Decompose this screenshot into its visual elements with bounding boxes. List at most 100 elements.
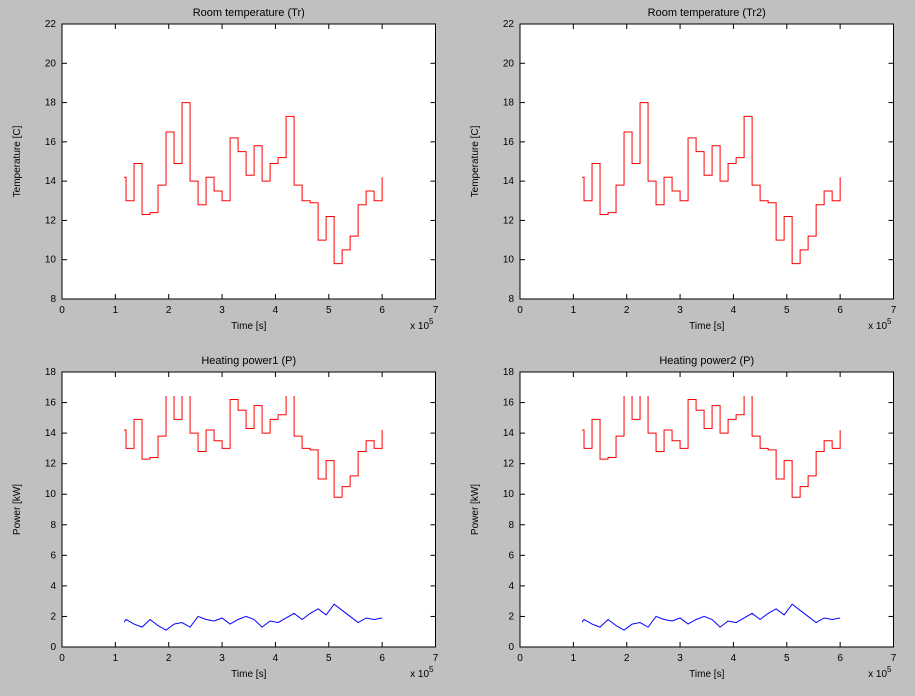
chart-svg: Heating power1 (P)Power [kW]Time [s]0123… [0,348,458,691]
x-tick-label: 7 [433,653,439,664]
y-tick-label: 14 [45,176,57,187]
x-tick-label: 5 [784,305,790,316]
x-tick-label: 7 [890,305,896,316]
y-tick-label: 14 [45,428,57,439]
y-tick-label: 18 [502,367,514,378]
y-tick-label: 6 [50,550,56,561]
x-exponent-sup: 5 [429,317,434,326]
x-tick-label: 0 [517,305,523,316]
y-tick-label: 0 [508,642,514,653]
y-tick-label: 22 [502,19,514,30]
y-tick-label: 16 [502,137,514,148]
x-exponent-sup: 5 [887,665,892,674]
y-tick-label: 12 [502,459,514,470]
x-tick-label: 1 [113,653,119,664]
x-tick-label: 2 [166,653,172,664]
x-tick-label: 5 [326,305,332,316]
x-tick-label: 4 [273,653,279,664]
x-tick-label: 6 [379,305,385,316]
y-tick-label: 12 [45,459,57,470]
x-tick-label: 1 [570,653,576,664]
plot-area [520,24,894,299]
y-axis-label: Temperature [C] [12,125,23,197]
y-tick-label: 10 [502,255,514,266]
plot-area [62,24,436,299]
x-tick-label: 3 [219,653,225,664]
x-tick-label: 7 [890,653,896,664]
x-tick-label: 2 [166,305,172,316]
x-tick-label: 2 [623,305,629,316]
x-exponent: x 105 [868,317,892,332]
y-tick-label: 10 [502,489,514,500]
x-tick-label: 0 [517,653,523,664]
y-tick-label: 16 [45,137,57,148]
x-exponent: x 105 [410,665,434,680]
y-tick-label: 16 [502,398,514,409]
y-axis-label: Temperature [C] [470,125,481,197]
y-tick-label: 8 [50,294,56,305]
x-tick-label: 6 [837,305,843,316]
plot-area [62,372,436,647]
chart-title: Heating power2 (P) [659,355,754,367]
y-tick-label: 20 [45,58,57,69]
x-tick-label: 4 [273,305,279,316]
x-tick-label: 0 [59,653,65,664]
x-tick-label: 7 [433,305,439,316]
x-tick-label: 5 [326,653,332,664]
x-tick-label: 3 [219,305,225,316]
x-tick-label: 3 [677,305,683,316]
x-exponent: x 105 [868,665,892,680]
y-tick-label: 18 [45,98,57,109]
y-axis-label: Power [kW] [470,484,481,535]
y-tick-label: 12 [502,215,514,226]
x-tick-label: 6 [379,653,385,664]
y-tick-label: 0 [50,642,56,653]
x-exponent: x 105 [410,317,434,332]
chart-svg: Room temperature (Tr2) Temperature [C] Tim… [458,0,915,343]
y-tick-label: 6 [508,550,514,561]
y-tick-label: 10 [45,255,57,266]
figure: Room temperature (Tr) Temperature [C] Time… [0,0,915,686]
y-axis-label: Power [kW] [12,484,23,535]
panel-tr: Room temperature (Tr2) Temperature [C] Tim… [458,0,915,348]
x-axis-label: Time [s] [231,669,266,680]
x-tick-label: 6 [837,653,843,664]
y-tick-label: 14 [502,176,514,187]
x-exponent-sup: 5 [887,317,892,326]
chart-title: Room temperature (Tr2) [647,7,765,19]
panel-br: Heating power2 (P)Power [kW]Time [s]0123… [458,348,915,696]
x-tick-label: 4 [730,305,736,316]
subplot-grid: Room temperature (Tr) Temperature [C] Time… [0,0,915,686]
x-tick-label: 5 [784,653,790,664]
y-tick-label: 2 [50,611,56,622]
panel-bl: Heating power1 (P)Power [kW]Time [s]0123… [0,348,458,696]
chart-title: Heating power1 (P) [201,355,296,367]
x-exponent-sup: 5 [429,665,434,674]
y-tick-label: 4 [50,581,56,592]
y-tick-label: 2 [508,611,514,622]
x-tick-label: 3 [677,653,683,664]
y-tick-label: 8 [508,294,514,305]
y-tick-label: 8 [50,520,56,531]
y-tick-label: 22 [45,19,57,30]
x-axis-label: Time [s] [689,321,724,332]
y-tick-label: 18 [45,367,57,378]
chart-svg: Heating power2 (P)Power [kW]Time [s]0123… [458,348,915,691]
x-tick-label: 0 [59,305,65,316]
y-tick-label: 18 [502,98,514,109]
x-tick-label: 1 [113,305,119,316]
plot-area [520,372,894,647]
y-tick-label: 8 [508,520,514,531]
y-tick-label: 14 [502,428,514,439]
y-tick-label: 4 [508,581,514,592]
y-tick-label: 20 [502,58,514,69]
x-tick-label: 2 [623,653,629,664]
y-tick-label: 10 [45,489,57,500]
x-axis-label: Time [s] [231,321,266,332]
panel-tl: Room temperature (Tr) Temperature [C] Time… [0,0,458,348]
chart-svg: Room temperature (Tr) Temperature [C] Time… [0,0,458,343]
x-axis-label: Time [s] [689,669,724,680]
chart-title: Room temperature (Tr) [193,7,305,19]
x-tick-label: 4 [730,653,736,664]
y-tick-label: 12 [45,215,57,226]
